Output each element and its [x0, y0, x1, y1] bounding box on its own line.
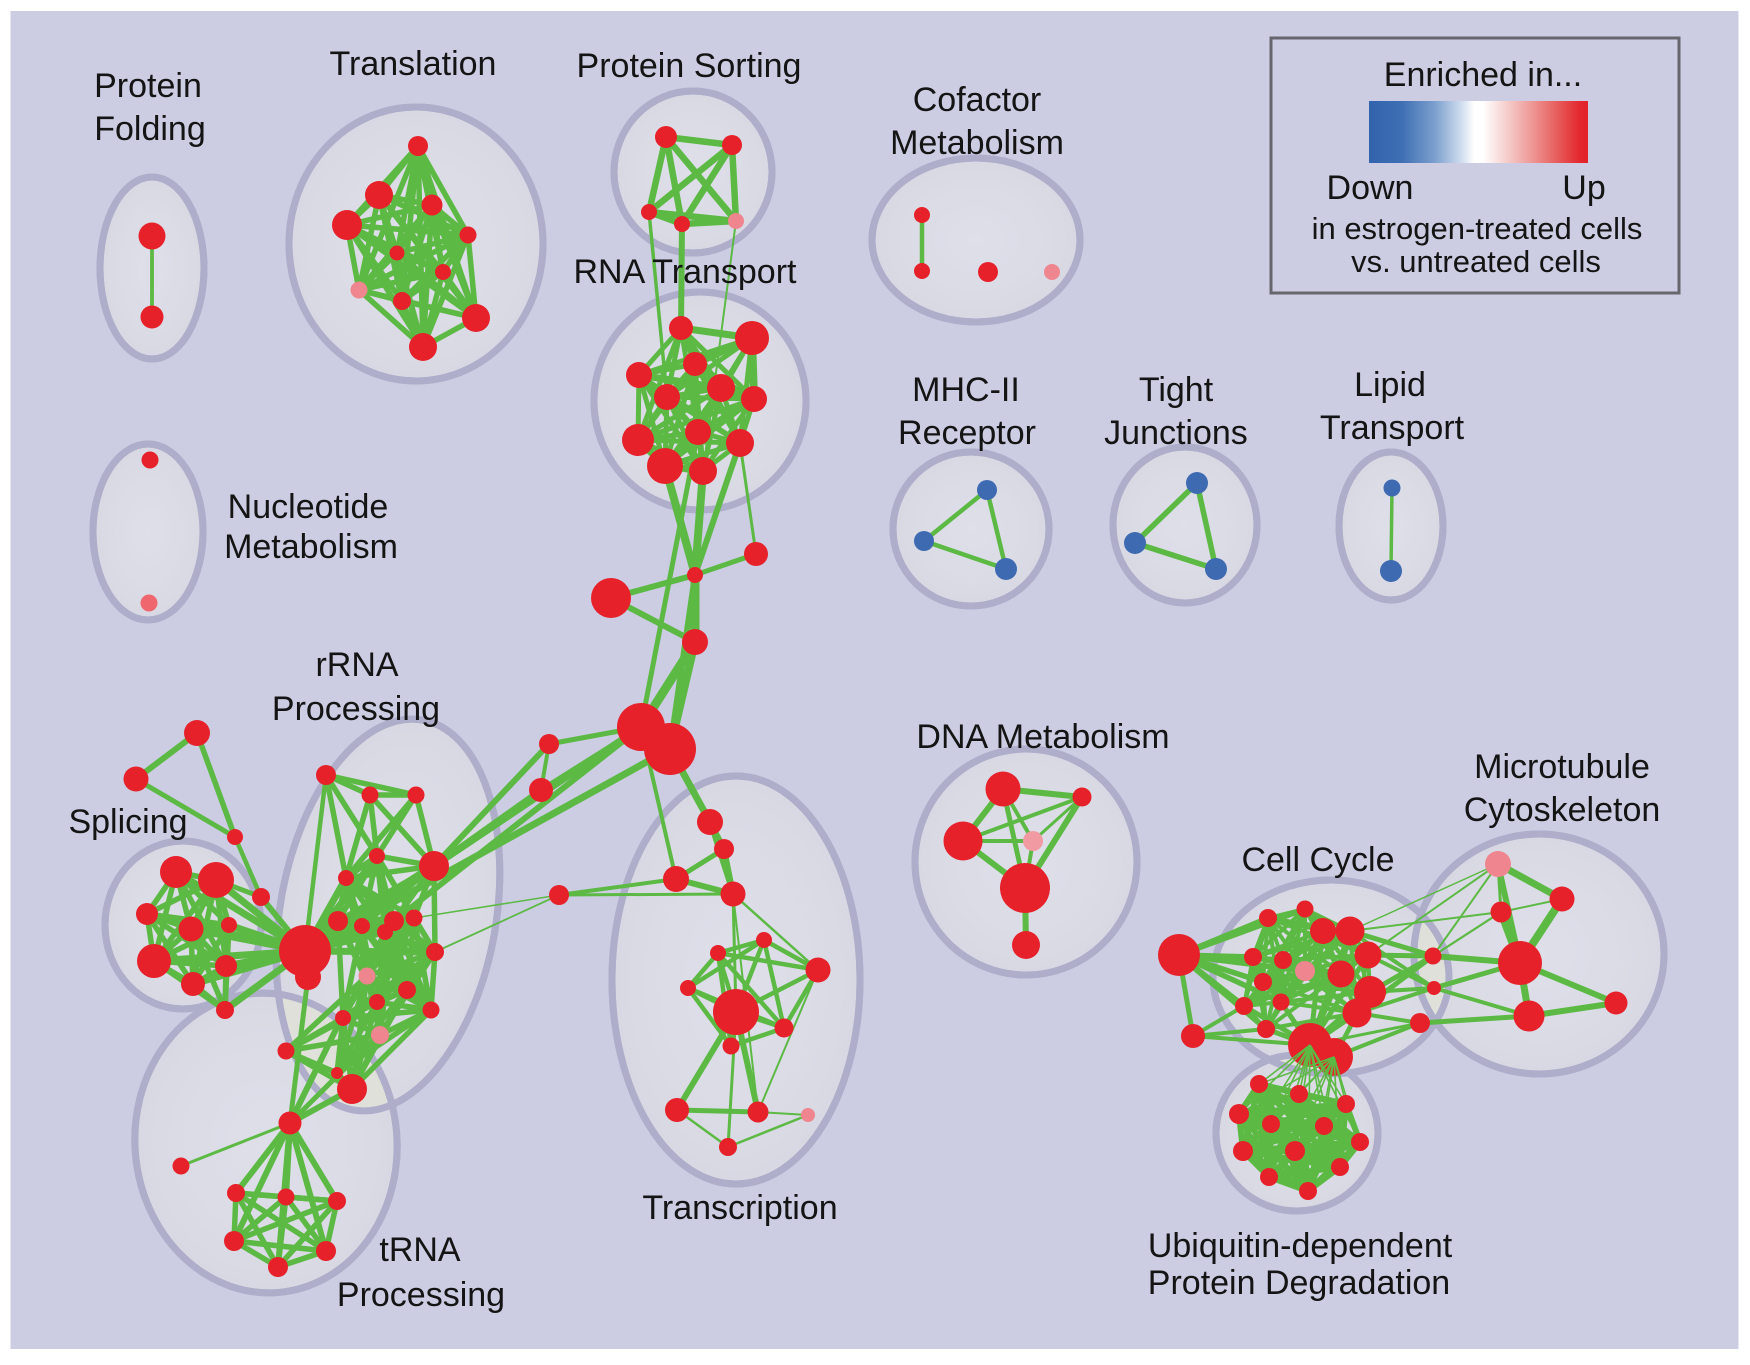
svg-text:Lipid: Lipid	[1354, 366, 1426, 404]
svg-text:Nucleotide: Nucleotide	[228, 488, 389, 526]
svg-text:Tight: Tight	[1139, 371, 1214, 409]
svg-text:Protein Degradation: Protein Degradation	[1148, 1264, 1450, 1302]
svg-text:Receptor: Receptor	[898, 414, 1036, 452]
svg-text:Processing: Processing	[272, 690, 440, 728]
svg-text:Protein: Protein	[94, 67, 202, 105]
svg-text:RNA Transport: RNA Transport	[574, 253, 798, 291]
svg-text:Up: Up	[1562, 169, 1605, 207]
svg-text:Enriched in...: Enriched in...	[1384, 56, 1582, 94]
svg-text:tRNA: tRNA	[379, 1231, 461, 1269]
svg-text:Metabolism: Metabolism	[890, 124, 1064, 162]
svg-text:vs. untreated cells: vs. untreated cells	[1351, 244, 1601, 279]
svg-text:Down: Down	[1327, 169, 1414, 207]
svg-text:Transport: Transport	[1320, 409, 1465, 447]
svg-text:Metabolism: Metabolism	[224, 528, 398, 566]
svg-text:Folding: Folding	[94, 110, 206, 148]
svg-text:Processing: Processing	[337, 1276, 505, 1314]
svg-text:Translation: Translation	[330, 45, 497, 83]
svg-text:Cell Cycle: Cell Cycle	[1241, 841, 1394, 879]
svg-text:Junctions: Junctions	[1104, 414, 1248, 452]
svg-text:rRNA: rRNA	[315, 646, 398, 684]
svg-text:in estrogen-treated cells: in estrogen-treated cells	[1312, 211, 1643, 246]
svg-text:DNA Metabolism: DNA Metabolism	[916, 718, 1169, 756]
svg-text:Cofactor: Cofactor	[913, 81, 1042, 119]
svg-text:Transcription: Transcription	[642, 1189, 837, 1227]
svg-text:Microtubule: Microtubule	[1474, 748, 1650, 786]
svg-text:Splicing: Splicing	[68, 803, 187, 841]
svg-text:MHC-II: MHC-II	[912, 371, 1020, 409]
svg-text:Ubiquitin-dependent: Ubiquitin-dependent	[1148, 1227, 1453, 1265]
svg-text:Protein Sorting: Protein Sorting	[577, 47, 802, 85]
svg-text:Cytoskeleton: Cytoskeleton	[1464, 791, 1661, 829]
